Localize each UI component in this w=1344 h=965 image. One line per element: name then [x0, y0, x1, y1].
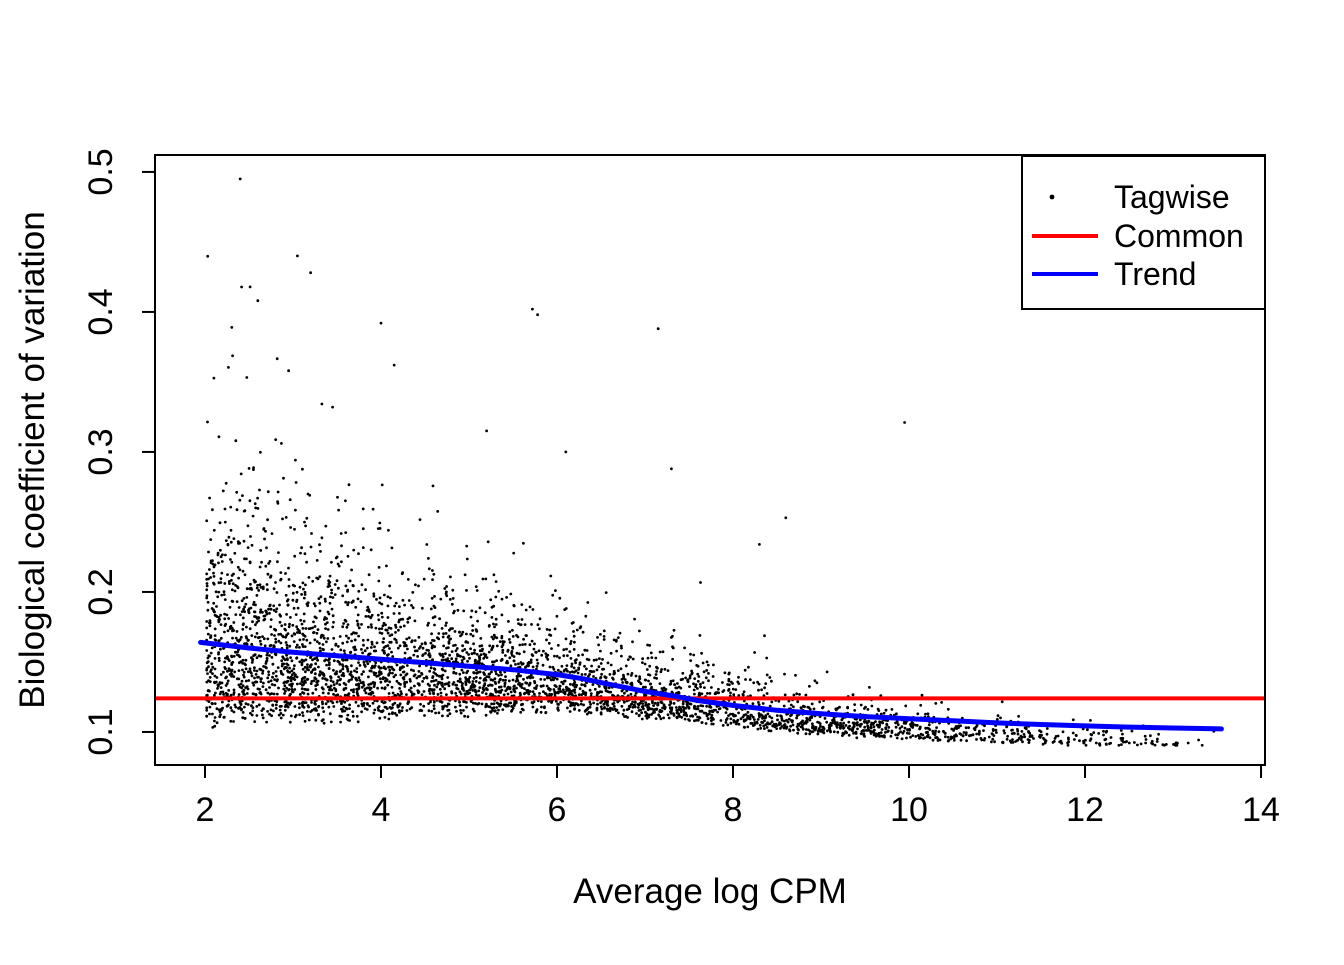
x-tick-label: 10 [890, 791, 928, 829]
y-tick-label: 0.2 [82, 568, 120, 615]
x-tick-label: 14 [1242, 791, 1280, 829]
legend-trend-label: Trend [1114, 256, 1196, 292]
x-tick-label: 2 [196, 791, 215, 829]
x-tick-label: 6 [548, 791, 567, 829]
legend-tagwise-point-symbol [1049, 194, 1055, 200]
y-axis-label: Biological coefficient of variation [13, 211, 52, 708]
y-tick-label: 0.5 [82, 148, 120, 195]
y-tick-label: 0.1 [82, 708, 120, 755]
legend-tagwise-label: Tagwise [1114, 179, 1230, 215]
tagwise-points [205, 177, 1216, 747]
x-axis: 2 4 6 8 10 12 14 [196, 765, 1280, 829]
legend-box [1021, 155, 1266, 310]
y-axis: 0.1 0.2 0.3 0.4 0.5 [82, 148, 155, 756]
legend-common-label: Common [1114, 218, 1244, 254]
y-tick-label: 0.3 [82, 428, 120, 475]
y-tick-label: 0.4 [82, 288, 120, 335]
trend-line [198, 639, 1224, 732]
legend: Tagwise Common Trend [1021, 155, 1266, 310]
x-tick-label: 12 [1066, 791, 1104, 829]
x-tick-label: 4 [372, 791, 391, 829]
x-axis-label: Average log CPM [573, 872, 847, 911]
plot-border [154, 154, 1266, 766]
x-tick-label: 8 [724, 791, 743, 829]
